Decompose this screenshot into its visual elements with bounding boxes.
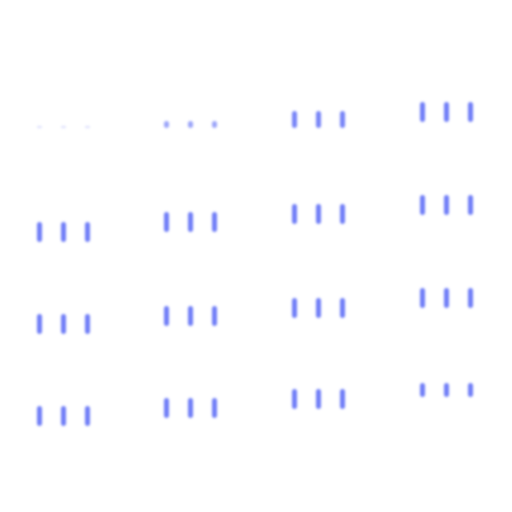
bar	[37, 406, 42, 426]
bar	[316, 204, 321, 224]
bar	[37, 126, 42, 128]
bar	[420, 102, 425, 122]
bar	[444, 383, 449, 397]
bar	[188, 121, 193, 128]
bar	[61, 126, 66, 128]
bar	[420, 383, 425, 397]
bar	[212, 306, 217, 326]
bar-group-r1-c1	[37, 98, 97, 128]
bar	[85, 222, 90, 242]
bar	[212, 398, 217, 418]
bar-group-r4-c1	[37, 396, 97, 426]
bar	[468, 195, 473, 215]
bar	[37, 314, 42, 334]
bar	[212, 212, 217, 232]
bar	[340, 298, 345, 318]
bar-group-r3-c1	[37, 304, 97, 334]
bar	[340, 111, 345, 128]
bar	[61, 222, 66, 242]
bar	[61, 406, 66, 426]
bar	[468, 383, 473, 397]
bar	[420, 288, 425, 308]
bar-group-r3-c4	[420, 278, 480, 308]
bar-group-r1-c2	[164, 98, 224, 128]
bar-group-r3-c2	[164, 296, 224, 326]
bar	[85, 126, 90, 128]
bar	[444, 102, 449, 122]
bar	[292, 298, 297, 318]
bar	[316, 111, 321, 128]
bar	[188, 398, 193, 418]
bar	[164, 398, 169, 418]
bar	[85, 314, 90, 334]
bar	[340, 204, 345, 224]
bar	[164, 121, 169, 128]
bar	[340, 389, 345, 409]
bar-group-r2-c3	[292, 194, 352, 224]
bar-group-r3-c3	[292, 288, 352, 318]
bar	[212, 121, 217, 128]
bar-group-r4-c2	[164, 388, 224, 418]
bar	[292, 111, 297, 128]
bar-group-r2-c4	[420, 185, 480, 215]
bar	[188, 306, 193, 326]
bar	[316, 298, 321, 318]
bar	[85, 406, 90, 426]
bar	[444, 288, 449, 308]
bar	[444, 195, 449, 215]
bar-group-r2-c1	[37, 212, 97, 242]
bar	[164, 306, 169, 326]
bar	[164, 212, 169, 232]
bar	[188, 212, 193, 232]
bar-group-r4-c4	[420, 367, 480, 397]
bar	[420, 195, 425, 215]
bar	[468, 102, 473, 122]
bar	[292, 389, 297, 409]
bar	[468, 288, 473, 308]
bar-group-r4-c3	[292, 379, 352, 409]
bar-group-r1-c3	[292, 98, 352, 128]
bar	[61, 314, 66, 334]
bar-group-r2-c2	[164, 202, 224, 232]
bar	[292, 204, 297, 224]
bar	[37, 222, 42, 242]
bar	[316, 389, 321, 409]
bar-group-r1-c4	[420, 92, 480, 122]
